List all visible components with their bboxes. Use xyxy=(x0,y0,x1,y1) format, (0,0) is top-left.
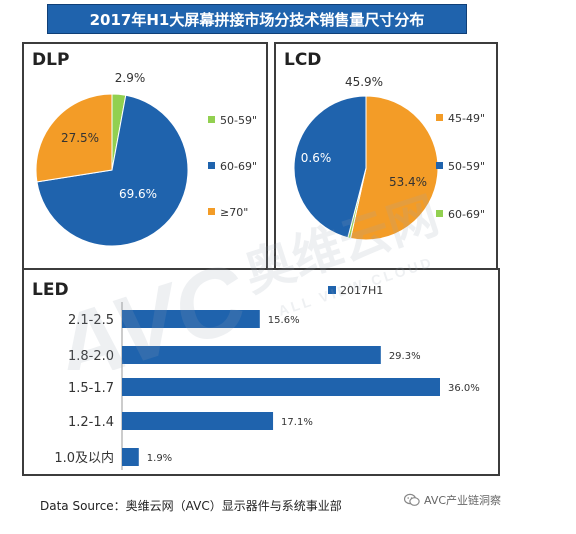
wechat-account: AVC产业链洞察 xyxy=(404,492,501,508)
dlp-slice-2 xyxy=(35,93,113,183)
dlp-value-label-2: 27.5% xyxy=(61,131,99,145)
dlp-legend-label-0: 50-59" xyxy=(220,114,257,127)
lcd-legend-label-1: 50-59" xyxy=(448,160,485,173)
led-category-label-4: 1.0及以内 xyxy=(54,450,114,466)
lcd-legend-label-0: 45-49" xyxy=(448,112,485,125)
led-category-label-1: 1.8-2.0 xyxy=(68,349,114,364)
led-value-label-0: 15.6% xyxy=(268,315,300,326)
dlp-pie-chart: 2.9% 69.6% 27.5% 50-59" 60-69" ≥70" xyxy=(35,71,257,247)
lcd-panel: LCD 53.4% 45.9% 0.6% 45-49" 50-59" 60-69" xyxy=(274,42,498,270)
led-legend-swatch xyxy=(328,286,336,294)
led-bar-4 xyxy=(122,448,139,466)
dlp-legend-label-2: ≥70" xyxy=(220,206,248,219)
led-value-label-3: 17.1% xyxy=(281,417,313,428)
lcd-value-label-2: 0.6% xyxy=(301,151,332,165)
dlp-slice-1 xyxy=(36,94,189,247)
lcd-legend-swatch-1 xyxy=(436,162,443,169)
dlp-title: DLP xyxy=(32,50,70,70)
led-category-label-2: 1.5-1.7 xyxy=(68,381,114,396)
led-bar-0 xyxy=(122,310,260,328)
led-category-label-3: 1.2-1.4 xyxy=(68,415,114,430)
dlp-legend-swatch-0 xyxy=(208,116,215,123)
data-source-note: Data Source：奥维云网（AVC）显示器件与系统事业部 xyxy=(40,499,342,513)
led-title: LED xyxy=(32,280,69,300)
dlp-legend-swatch-2 xyxy=(208,208,215,215)
led-bar-1 xyxy=(122,346,381,364)
led-bar-3 xyxy=(122,412,274,430)
led-value-label-1: 29.3% xyxy=(389,351,421,362)
led-value-label-2: 36.0% xyxy=(448,383,480,394)
lcd-value-label-1: 45.9% xyxy=(345,75,383,89)
lcd-slice-1 xyxy=(293,95,367,239)
lcd-legend-swatch-0 xyxy=(436,114,443,121)
dlp-panel: DLP 2.9% 69.6% 27.5% 50-59" 60-69" ≥70" xyxy=(22,42,268,270)
dlp-legend-label-1: 60-69" xyxy=(220,160,257,173)
chart-banner-title: 2017年H1大屏幕拼接市场分技术销售量尺寸分布 xyxy=(47,4,467,34)
lcd-value-label-0: 53.4% xyxy=(389,175,427,189)
led-legend-label: 2017H1 xyxy=(340,284,383,297)
led-panel: LED 2017H1 2.1-2.5 15.6% 1.8-2.0 29.3% 1.5-1.… xyxy=(22,268,500,476)
dlp-legend-swatch-1 xyxy=(208,162,215,169)
led-bar-chart: 2017H1 2.1-2.5 15.6% 1.8-2.0 29.3% 1.5-1.7 36.… xyxy=(54,284,480,470)
lcd-title: LCD xyxy=(284,50,322,70)
dlp-value-label-0: 2.9% xyxy=(115,71,146,85)
lcd-slice-0 xyxy=(349,95,439,241)
led-category-label-0: 2.1-2.5 xyxy=(68,313,114,328)
led-value-label-4: 1.9% xyxy=(147,453,172,464)
lcd-legend-swatch-2 xyxy=(436,210,443,217)
wechat-icon xyxy=(404,493,420,506)
lcd-legend-label-2: 60-69" xyxy=(448,208,485,221)
led-bar-2 xyxy=(122,378,440,396)
lcd-pie-chart: 53.4% 45.9% 0.6% 45-49" 50-59" 60-69" xyxy=(293,75,485,241)
wechat-account-name: AVC产业链洞察 xyxy=(424,494,502,507)
dlp-value-label-1: 69.6% xyxy=(119,187,157,201)
